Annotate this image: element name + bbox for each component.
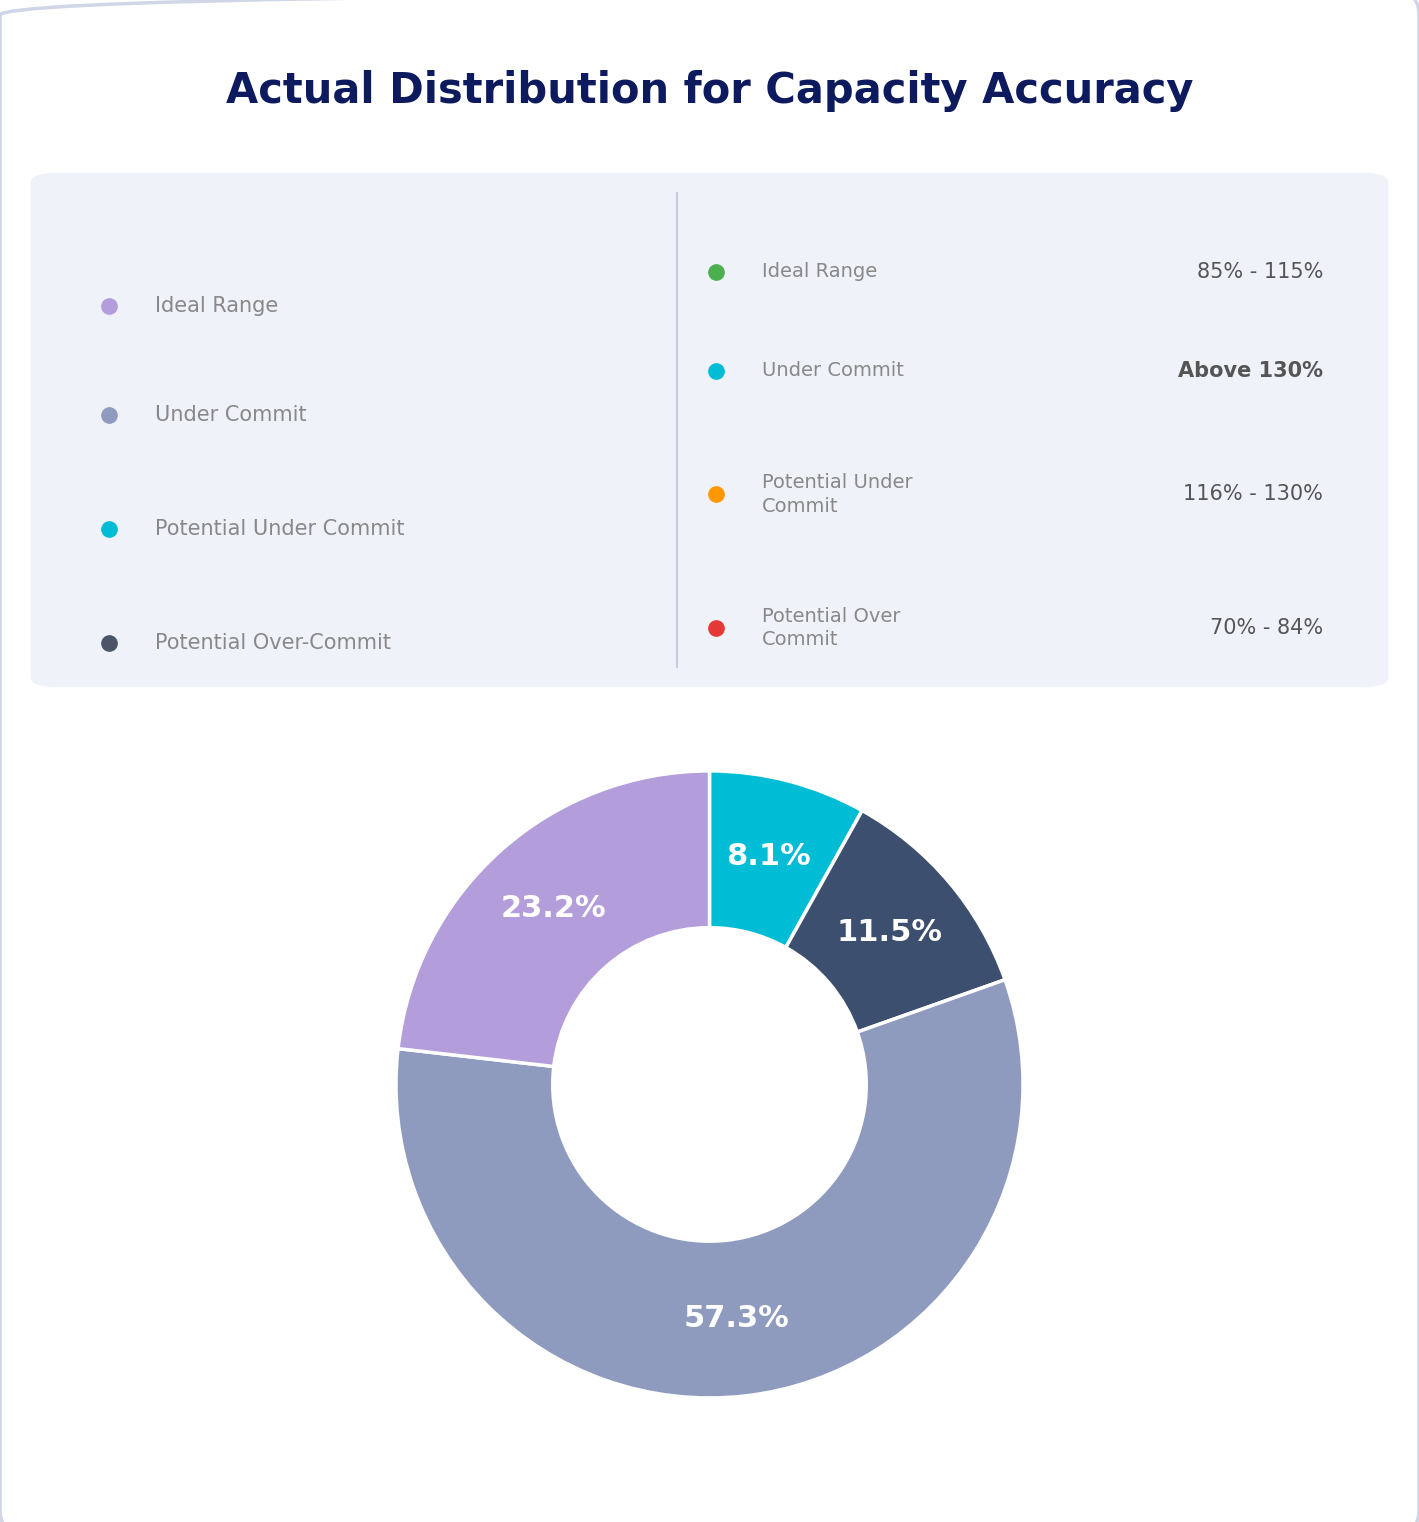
Text: 8.1%: 8.1% <box>727 842 812 871</box>
Text: 23.2%: 23.2% <box>501 895 606 924</box>
FancyBboxPatch shape <box>31 172 1388 688</box>
Wedge shape <box>397 770 710 1067</box>
Text: Ideal Range: Ideal Range <box>762 262 877 282</box>
Wedge shape <box>396 980 1023 1397</box>
Text: Actual Distribution for Capacity Accuracy: Actual Distribution for Capacity Accurac… <box>226 70 1193 113</box>
Text: Potential Under
Commit: Potential Under Commit <box>762 473 912 516</box>
Text: 57.3%: 57.3% <box>683 1303 789 1333</box>
Text: 70% - 84%: 70% - 84% <box>1210 618 1323 638</box>
Wedge shape <box>786 811 1005 1032</box>
Text: Under Commit: Under Commit <box>762 361 904 380</box>
Text: Under Commit: Under Commit <box>155 405 307 425</box>
Text: Potential Under Commit: Potential Under Commit <box>155 519 404 539</box>
Wedge shape <box>710 770 863 948</box>
Text: 116% - 130%: 116% - 130% <box>1183 484 1323 504</box>
Text: 11.5%: 11.5% <box>836 918 942 947</box>
Text: Ideal Range: Ideal Range <box>155 297 278 317</box>
Text: Potential Over-Commit: Potential Over-Commit <box>155 633 390 653</box>
Text: Above 130%: Above 130% <box>1178 361 1323 380</box>
Text: 85% - 115%: 85% - 115% <box>1196 262 1323 282</box>
Text: Potential Over
Commit: Potential Over Commit <box>762 607 900 648</box>
